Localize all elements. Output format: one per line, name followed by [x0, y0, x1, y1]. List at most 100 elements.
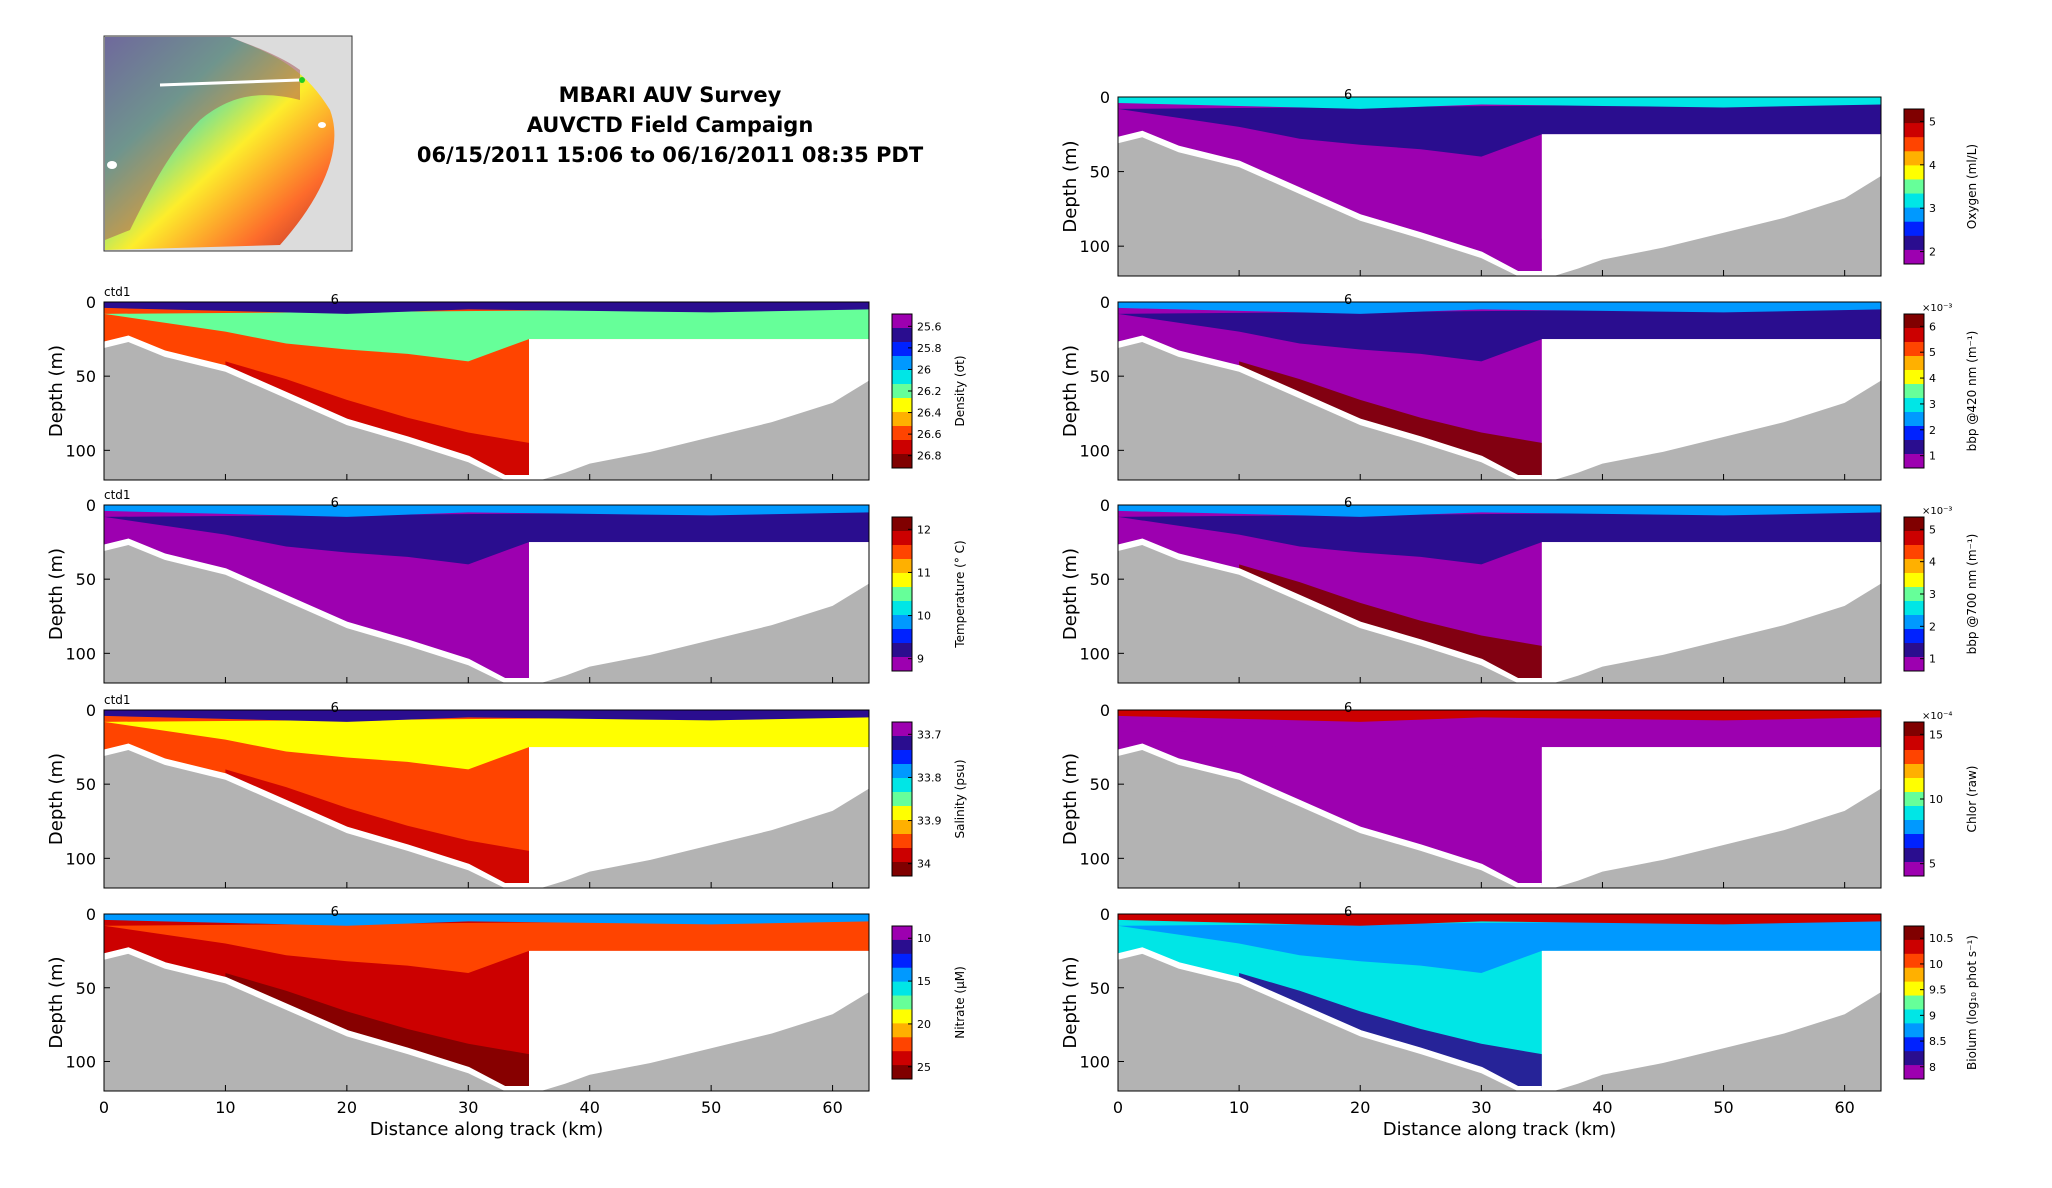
colorbar-segment [1904, 193, 1924, 209]
colorbar-label: bbp @700 nm (m⁻¹) [1965, 534, 1979, 655]
colorbar-tick-label: 1 [1929, 653, 1936, 666]
surface-layer [1118, 302, 1881, 314]
colorbar-segment [1904, 736, 1924, 751]
colorbar-label: Oxygen (ml/L) [1965, 144, 1979, 229]
axes-frame [103, 301, 870, 481]
title-line-2: AUVCTD Field Campaign [526, 113, 814, 137]
colorbar-tick-label: 15 [917, 975, 931, 988]
colorbar-tick-label: 10 [917, 932, 931, 945]
x-axis-label: Distance along track (km) [370, 1119, 604, 1140]
colorbar-tick-label: 1 [1929, 450, 1936, 463]
colorbar-segment [1904, 545, 1924, 560]
colorbar-segment [892, 412, 912, 427]
seafloor-terrain [104, 342, 869, 480]
colorbar-segment [892, 615, 912, 630]
colorbar-segment [1904, 967, 1924, 983]
y-axis-label: Depth (m) [1060, 753, 1081, 845]
mid-layer [1118, 102, 1881, 157]
colorbar-tick-label: 26.2 [917, 385, 942, 398]
colorbar-segment [1904, 235, 1924, 251]
colorbar-segment [892, 939, 912, 955]
colorbar-segment [892, 531, 912, 546]
section-field [104, 914, 869, 1089]
x-tick-label: 60 [1834, 1098, 1854, 1117]
colorbar-segment [892, 370, 912, 385]
colorbar-segment [892, 601, 912, 616]
colorbar-tick-label: 2 [1929, 620, 1936, 633]
no-data-region [1541, 747, 1881, 888]
colorbar-segment [1904, 249, 1924, 265]
colorbar-segment [892, 454, 912, 469]
colorbar-segment [1904, 834, 1924, 849]
no-data-region [529, 339, 869, 480]
colorbar-tick-label: 25.6 [917, 320, 942, 333]
seafloor-terrain [1118, 545, 1881, 683]
section-field [1118, 710, 1881, 886]
y-tick-label: 0 [86, 293, 96, 312]
colorbar-label: Nitrate (μM) [953, 966, 967, 1039]
y-tick-label: 100 [1079, 237, 1110, 256]
colorbar-tick-label: 4 [1929, 556, 1936, 569]
y-tick-label: 100 [65, 849, 96, 868]
colorbar-label: Salinity (psu) [953, 759, 967, 838]
colorbar-segment [1904, 792, 1924, 807]
surface-layer [104, 914, 869, 926]
colorbar-segment [892, 356, 912, 371]
colorbar-frame [1903, 108, 1925, 265]
colorbar-segment [1904, 806, 1924, 821]
colorbar-segment [892, 778, 912, 793]
y-tick-label: 50 [76, 775, 96, 794]
bottom-line [1117, 130, 1542, 276]
no-data-region [1541, 950, 1881, 1091]
colorbar-tick-label: 9 [1929, 1009, 1936, 1022]
colorbar-segment [1904, 939, 1924, 955]
near-bottom-layer [225, 564, 529, 681]
surface-layer [1118, 505, 1881, 517]
y-tick-label: 100 [1079, 644, 1110, 663]
colorbar-label: Temperature (° C) [953, 540, 967, 648]
surface-layer [104, 302, 869, 314]
colorbar-tick-label: 5 [1929, 858, 1936, 871]
colorbar-segment [1904, 328, 1924, 343]
axes-frame [103, 709, 870, 889]
panel-label: ctd1 [104, 285, 131, 299]
colorbar-tick-label: 26.6 [917, 428, 942, 441]
x-tick-label: 50 [1713, 1098, 1733, 1117]
axes-frame [1117, 301, 1882, 481]
axes-frame [103, 913, 870, 1092]
colorbar-segment [1904, 109, 1924, 124]
colorbar-tick-label: 8 [1929, 1061, 1936, 1074]
title-line-3: 06/15/2011 15:06 to 06/16/2011 08:35 PDT [416, 143, 924, 167]
colorbar-segment [1904, 517, 1924, 532]
bottom-line [1117, 743, 1542, 888]
seafloor-terrain [1118, 750, 1881, 888]
panel-chlor: 6 0 50 100 Depth (m) 15 10 5 ×10⁻⁴ Chlor (raw) [1060, 701, 1979, 889]
colorbar-segment [1904, 764, 1924, 779]
mid-layer [104, 919, 869, 973]
colorbar-frame [891, 925, 913, 1080]
bottom-line [103, 335, 529, 480]
colorbar-segment [1904, 820, 1924, 835]
y-tick-label: 0 [1100, 88, 1110, 107]
y-tick-label: 50 [76, 979, 96, 998]
x-tick-label: 0 [99, 1098, 109, 1117]
x-tick-label: 10 [215, 1098, 235, 1117]
panel-temperature: 6 0 50 100 Depth (m) ctd1 12 11 10 9 Temperature (… [46, 488, 967, 684]
y-tick-label: 0 [1100, 293, 1110, 312]
colorbar-segment [1904, 601, 1924, 616]
colorbar-segment [892, 722, 912, 737]
mid-layer [104, 510, 869, 565]
colorbar-segment [1904, 454, 1924, 469]
colorbar-segment [1904, 926, 1924, 941]
colorbar-segment [1904, 426, 1924, 441]
colorbar-segment [892, 545, 912, 560]
axes-frame [1117, 913, 1882, 1092]
y-tick-label: 0 [1100, 905, 1110, 924]
colorbar-segment [1904, 1023, 1924, 1038]
colorbar-tick-label: 6 [1929, 320, 1936, 333]
section-field [1118, 302, 1881, 478]
colorbar-tick-label: 4 [1929, 372, 1936, 385]
colorbar-segment [892, 926, 912, 941]
y-tick-label: 0 [86, 905, 96, 924]
y-tick-label: 50 [76, 367, 96, 386]
